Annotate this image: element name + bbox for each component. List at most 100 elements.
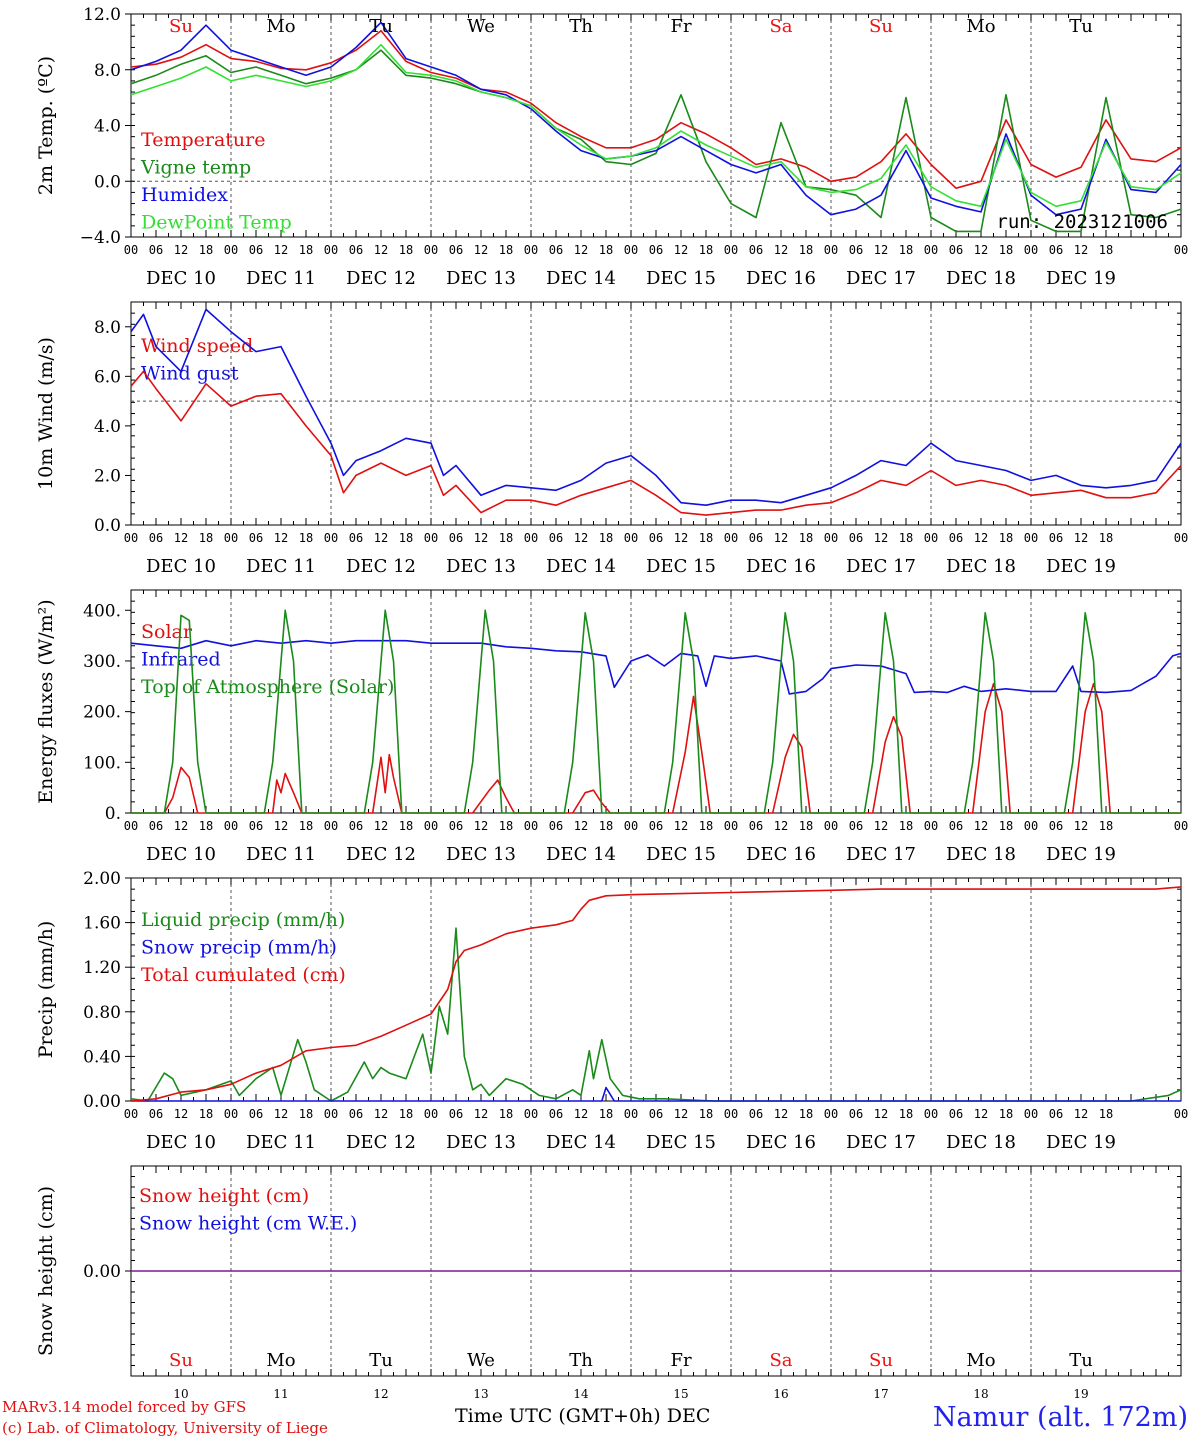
snow-weekday-label: Tu — [369, 1350, 393, 1371]
temp-hour-label: 00 — [1024, 243, 1038, 257]
temp-hour-label: 12 — [974, 243, 988, 257]
temp-date-label: DEC 14 — [546, 268, 616, 289]
flux-hour-label: 12 — [1074, 819, 1088, 833]
precip-hour-label: 06 — [949, 1107, 963, 1121]
wind-date-label: DEC 15 — [646, 556, 716, 577]
temp-hour-label: 18 — [299, 243, 313, 257]
temp-hour-label: 00 — [124, 243, 138, 257]
wind-hour-label: 00 — [124, 531, 138, 545]
wind-hour-label: 00 — [724, 531, 738, 545]
flux-hour-label: 00 — [624, 819, 638, 833]
temp-hour-label: 18 — [499, 243, 513, 257]
precip-hour-label: 18 — [599, 1107, 613, 1121]
temp-hour-label: 18 — [1099, 243, 1113, 257]
flux-hour-label: 18 — [599, 819, 613, 833]
flux-series-line — [130, 639, 1182, 695]
temp-hour-label: 18 — [899, 243, 913, 257]
temp-legend-entry: Humidex — [141, 184, 228, 206]
temp-weekday-label: We — [467, 16, 495, 37]
time-axis-label: Time UTC (GMT+0h) DEC — [455, 1405, 710, 1427]
temp-hour-label: 00 — [324, 243, 338, 257]
temp-date-label: DEC 16 — [746, 268, 816, 289]
temp-weekday-label: Su — [869, 16, 893, 37]
temp-series-line — [130, 21, 1182, 216]
wind-hour-label: 18 — [599, 531, 613, 545]
flux-legend-entry: Solar — [141, 621, 193, 643]
wind-hour-label: 18 — [1099, 531, 1113, 545]
flux-date-label: DEC 14 — [546, 844, 616, 865]
temp-frame — [130, 13, 1182, 238]
wind-hour-label: 06 — [949, 531, 963, 545]
wind-hour-label: 00 — [824, 531, 838, 545]
wind-date-label: DEC 13 — [446, 556, 516, 577]
temp-hour-label: 06 — [949, 243, 963, 257]
snow-weekday-label: Tu — [1069, 1350, 1093, 1371]
panel-flux: 400. 300. 200. 100. 0. Energy fluxes (W/m²) So… — [35, 589, 1188, 865]
precip-hour-label: 18 — [299, 1107, 313, 1121]
snow-day-number: 15 — [673, 1387, 688, 1401]
temp-hour-label: 12 — [174, 243, 188, 257]
snow-day-number: 16 — [773, 1387, 788, 1401]
temp-weekday-label: Mo — [266, 16, 295, 37]
temp-date-label: DEC 11 — [246, 268, 316, 289]
precip-hour-label: 00 — [1174, 1107, 1188, 1121]
wind-series-line — [130, 308, 1182, 507]
temp-hour-label: 06 — [649, 243, 663, 257]
wind-hour-label: 18 — [699, 531, 713, 545]
flux-hour-label: 18 — [1099, 819, 1113, 833]
precip-hour-label: 00 — [824, 1107, 838, 1121]
temp-hour-label: 00 — [724, 243, 738, 257]
wind-hour-label: 06 — [449, 531, 463, 545]
precip-ytick-label: 0.80 — [83, 1003, 121, 1023]
precip-date-label: DEC 10 — [146, 1132, 216, 1153]
wind-hour-label: 18 — [899, 531, 913, 545]
precip-hour-label: 18 — [799, 1107, 813, 1121]
wind-hour-label: 12 — [774, 531, 788, 545]
precip-hour-label: 18 — [699, 1107, 713, 1121]
flux-hour-label: 06 — [549, 819, 563, 833]
precip-hour-label: 12 — [174, 1107, 188, 1121]
temp-hour-label: 18 — [699, 243, 713, 257]
temp-weekday-label: Tu — [369, 16, 393, 37]
wind-hour-label: 18 — [199, 531, 213, 545]
precip-hour-label: 12 — [1074, 1107, 1088, 1121]
flux-date-label: DEC 10 — [146, 844, 216, 865]
snow-weekday-label: Fr — [670, 1350, 691, 1371]
flux-date-label: DEC 11 — [246, 844, 316, 865]
wind-hour-label: 18 — [799, 531, 813, 545]
wind-date-label: DEC 17 — [846, 556, 916, 577]
time-axis-text: Time UTC (GMT+0h) — [455, 1405, 661, 1427]
precip-hour-label: 18 — [499, 1107, 513, 1121]
wind-hour-label: 12 — [974, 531, 988, 545]
flux-date-label: DEC 18 — [946, 844, 1016, 865]
flux-hour-label: 00 — [124, 819, 138, 833]
temp-hour-label: 00 — [824, 243, 838, 257]
precip-hour-label: 00 — [324, 1107, 338, 1121]
precip-hour-label: 18 — [399, 1107, 413, 1121]
precip-series-line — [130, 886, 1182, 1102]
flux-hour-label: 12 — [374, 819, 388, 833]
precip-hour-label: 06 — [449, 1107, 463, 1121]
temp-hour-label: 12 — [574, 243, 588, 257]
temp-hour-label: 18 — [799, 243, 813, 257]
temp-series-line — [130, 43, 1182, 208]
flux-series-line — [131, 682, 1181, 814]
snow-legend-entry: Snow height (cm W.E.) — [139, 1213, 357, 1235]
temp-ytick-label: 12.0 — [83, 5, 121, 25]
wind-hour-label: 06 — [149, 531, 163, 545]
temp-hour-label: 00 — [524, 243, 538, 257]
wind-ytick-label: 6.0 — [94, 367, 121, 387]
temp-hour-label: 12 — [474, 243, 488, 257]
wind-hour-label: 06 — [249, 531, 263, 545]
precip-hour-label: 12 — [974, 1107, 988, 1121]
flux-hour-label: 00 — [1174, 819, 1188, 833]
temp-hour-label: 12 — [674, 243, 688, 257]
precip-hour-label: 00 — [724, 1107, 738, 1121]
panel-temp: 12.0 8.0 4.0 0.0 −4.0 2m Temp. (ºC) Temperatur… — [35, 5, 1188, 289]
temp-ytick-label: −4.0 — [80, 228, 121, 248]
precip-ytick-label: 1.60 — [83, 914, 121, 934]
flux-hour-label: 06 — [949, 819, 963, 833]
snow-day-number: 17 — [873, 1387, 888, 1401]
precip-hour-label: 18 — [899, 1107, 913, 1121]
